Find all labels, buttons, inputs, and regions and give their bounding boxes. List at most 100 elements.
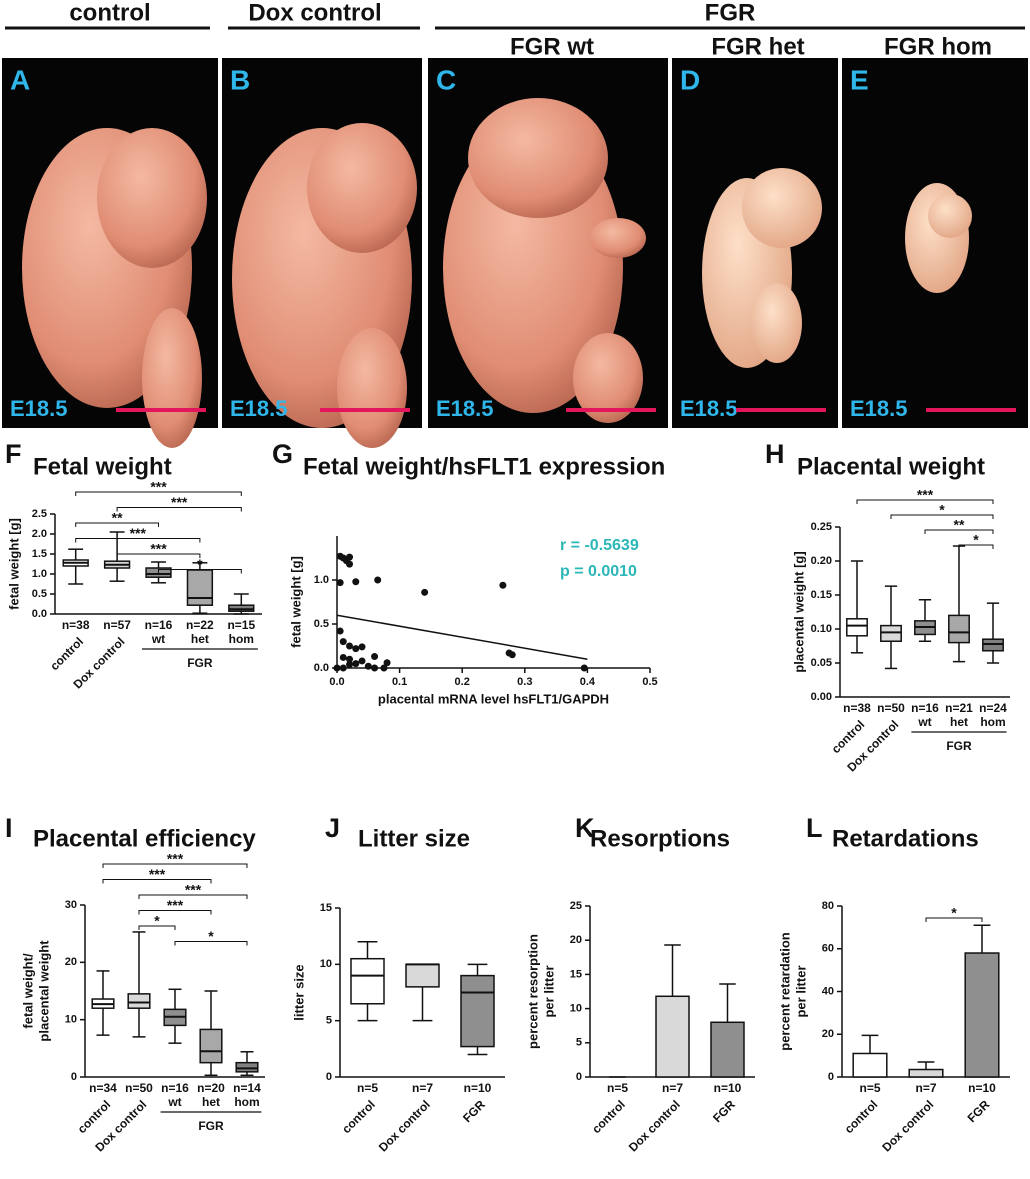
bar xyxy=(964,952,1000,1078)
n-label: n=38 xyxy=(62,618,90,632)
annotation: r = -0.5639 xyxy=(560,537,639,554)
x-tick-label: hom xyxy=(980,715,1005,729)
n-label: n=16 xyxy=(145,618,173,632)
significance-label: * xyxy=(154,913,160,929)
data-point xyxy=(333,664,341,672)
significance-bracket xyxy=(75,538,201,543)
group-label: FGR xyxy=(198,1119,224,1133)
y-axis-label: per litter xyxy=(793,965,808,1017)
chart-title: Fetal weight xyxy=(33,453,172,480)
panel-letter: A xyxy=(10,64,30,95)
n-label: n=5 xyxy=(357,1081,378,1095)
y-tick-label: 20 xyxy=(570,934,582,946)
y-tick-label: 80 xyxy=(822,900,834,912)
y-axis-label: percent resorption xyxy=(525,934,540,1049)
significance-label: *** xyxy=(917,487,934,503)
data-point xyxy=(346,553,354,561)
y-tick-label: 20 xyxy=(822,1028,834,1040)
subgroup-label: FGR het xyxy=(711,33,804,60)
stage-label: E18.5 xyxy=(10,396,68,421)
subgroup-label: FGR wt xyxy=(510,33,594,60)
y-tick-label: 2.0 xyxy=(32,528,47,540)
significance-bracket xyxy=(75,522,159,527)
group-label: control xyxy=(69,0,150,26)
panel-letter: J xyxy=(325,813,340,843)
embryo-shape xyxy=(928,194,972,238)
y-tick-label: 1.0 xyxy=(32,568,47,580)
x-tick-label: 0.3 xyxy=(517,676,532,688)
y-axis-label: per litter xyxy=(541,965,556,1017)
box xyxy=(186,569,214,606)
significance-label: * xyxy=(208,928,214,944)
embryo-shape xyxy=(307,123,417,253)
y-tick-label: 60 xyxy=(822,943,834,955)
n-label: n=34 xyxy=(89,1081,117,1095)
y-tick-label: 0 xyxy=(576,1071,582,1083)
chart-panel: G Fetal weight/hsFLT1 expression fetal wei… xyxy=(272,439,665,706)
panel-letter: F xyxy=(5,439,22,469)
chart-panel: L Retardations percent retardation per litt… xyxy=(777,813,1010,1155)
significance-label: *** xyxy=(167,851,184,867)
bar xyxy=(655,995,690,1078)
data-point xyxy=(352,645,360,653)
n-label: n=7 xyxy=(662,1081,683,1095)
panel-letter: B xyxy=(230,64,250,95)
data-point xyxy=(364,662,372,670)
n-label: n=10 xyxy=(968,1081,996,1095)
significance-label: *** xyxy=(150,479,167,495)
panel-letter: L xyxy=(806,813,823,843)
y-axis-label: percent retardation xyxy=(777,932,792,1051)
data-point xyxy=(352,660,360,668)
chart-title: Fetal weight/hsFLT1 expression xyxy=(303,453,665,480)
x-tick-label: 0.1 xyxy=(392,676,407,688)
x-tick-label: control xyxy=(47,634,86,673)
n-label: n=24 xyxy=(979,701,1007,715)
group-label: FGR xyxy=(187,656,213,670)
significance-bracket xyxy=(174,941,248,946)
n-label: n=14 xyxy=(233,1081,261,1095)
n-label: n=5 xyxy=(607,1081,628,1095)
photo-panel: D E18.5 xyxy=(672,58,838,428)
chart-panel: H Placental weight placental weight [g] 0.0… xyxy=(765,439,1010,775)
embryo-shape xyxy=(468,98,608,218)
y-tick-label: 25 xyxy=(570,900,582,912)
x-tick-label: het xyxy=(950,715,968,729)
y-tick-label: 0.5 xyxy=(314,618,329,630)
photo-panel: E E18.5 xyxy=(842,58,1028,428)
x-tick-label: wt xyxy=(151,632,165,646)
y-tick-label: 10 xyxy=(570,1003,582,1015)
significance-bracket xyxy=(138,894,248,899)
n-label: n=50 xyxy=(125,1081,153,1095)
y-tick-label: 0.25 xyxy=(811,521,832,533)
box xyxy=(199,1028,223,1064)
x-tick-label: FGR xyxy=(965,1097,993,1125)
x-tick-label: 0.4 xyxy=(580,676,596,688)
chart-title: Placental efficiency xyxy=(33,825,256,852)
n-label: n=5 xyxy=(859,1081,880,1095)
data-point xyxy=(580,664,588,672)
photo-panel: C E18.5 xyxy=(428,58,668,428)
n-label: n=21 xyxy=(945,701,973,715)
box xyxy=(460,974,495,1048)
box xyxy=(982,638,1004,652)
n-label: n=7 xyxy=(412,1081,433,1095)
significance-label: *** xyxy=(171,494,188,510)
chart-panel: J Litter size litter size 0 5 10 15 n=5 control n… xyxy=(291,813,505,1155)
header: control Dox control FGR FGR wt FGR het F… xyxy=(5,0,1025,60)
significance-bracket xyxy=(856,499,994,504)
y-axis-label: fetal weight [g] xyxy=(288,556,303,648)
x-tick-label: wt xyxy=(917,715,931,729)
photo-panel: A E18.5 xyxy=(2,58,218,448)
y-tick-label: 2.5 xyxy=(32,508,47,520)
n-label: n=22 xyxy=(186,618,214,632)
x-tick-label: hom xyxy=(234,1095,259,1109)
y-tick-label: 0 xyxy=(71,1071,77,1083)
y-tick-label: 0.00 xyxy=(811,691,832,703)
n-label: n=16 xyxy=(911,701,939,715)
chart-title: Placental weight xyxy=(797,453,985,480)
data-point xyxy=(371,653,379,661)
y-tick-label: 15 xyxy=(570,968,582,980)
n-label: n=10 xyxy=(714,1081,742,1095)
